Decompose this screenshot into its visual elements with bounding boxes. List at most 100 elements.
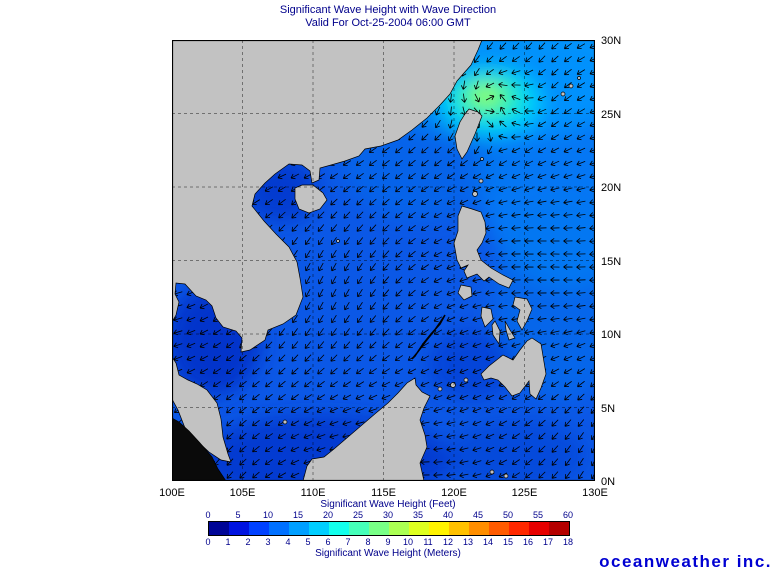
colorbar-tick-meters: 14 bbox=[482, 537, 494, 547]
land-taiwan bbox=[454, 108, 483, 160]
land-panay bbox=[480, 306, 494, 328]
colorbar-tick-meters: 3 bbox=[265, 537, 271, 547]
island-natuna bbox=[282, 419, 288, 425]
land-sumatra bbox=[172, 417, 227, 481]
colorbar-segment bbox=[389, 522, 409, 535]
colorbar-tick-feet: 55 bbox=[532, 510, 544, 520]
colorbar-tick-meters: 15 bbox=[502, 537, 514, 547]
chart-title: Significant Wave Height with Wave Direct… bbox=[279, 4, 497, 16]
colorbar-tick-meters: 9 bbox=[385, 537, 391, 547]
colorbar-caption-feet: Significant Wave Height (Feet) bbox=[320, 499, 456, 510]
land-palawan bbox=[411, 314, 446, 360]
colorbar-tick-feet: 5 bbox=[235, 510, 241, 520]
colorbar-tick-feet: 25 bbox=[352, 510, 364, 520]
island-sulu-1 bbox=[437, 386, 443, 392]
graticule bbox=[172, 40, 595, 481]
colorbar-tick-meters: 0 bbox=[205, 537, 211, 547]
island-paracel bbox=[336, 239, 340, 243]
colorbar-segment bbox=[249, 522, 269, 535]
colorbar-tick-feet: 40 bbox=[442, 510, 454, 520]
colorbar-segment bbox=[229, 522, 249, 535]
lon-label: 125E bbox=[511, 487, 538, 499]
colorbar-tick-meters: 7 bbox=[345, 537, 351, 547]
colorbar-tick-feet: 15 bbox=[292, 510, 304, 520]
colorbar-segment bbox=[329, 522, 349, 535]
lat-label: 5N bbox=[601, 402, 616, 415]
colorbar-tick-meters: 1 bbox=[225, 537, 231, 547]
colorbar-tick-meters: 18 bbox=[562, 537, 574, 547]
lat-label: 25N bbox=[601, 108, 622, 121]
colorbar-segment bbox=[549, 522, 569, 535]
colorbar-segment bbox=[509, 522, 529, 535]
map-border bbox=[172, 40, 595, 481]
colorbar-tick-meters: 12 bbox=[442, 537, 454, 547]
colorbar-segment bbox=[209, 522, 229, 535]
land-luzon bbox=[453, 205, 514, 289]
land-masses bbox=[172, 40, 581, 481]
island-batanes bbox=[480, 157, 484, 161]
colorbar-tick-feet: 35 bbox=[412, 510, 424, 520]
chart-subtitle: Valid For Oct-25-2004 06:00 GMT bbox=[305, 17, 471, 29]
lon-label: 100E bbox=[159, 487, 185, 499]
colorbar-tick-feet: 50 bbox=[502, 510, 514, 520]
lat-label: 20N bbox=[601, 182, 622, 194]
colorbar-tick-meters: 13 bbox=[462, 537, 474, 547]
land-hainan bbox=[294, 184, 328, 214]
colorbar-segment bbox=[349, 522, 369, 535]
colorbar-segment bbox=[289, 522, 309, 535]
colorbar-tick-feet: 20 bbox=[322, 510, 334, 520]
colorbar-caption-meters: Significant Wave Height (Meters) bbox=[315, 548, 461, 559]
island-sulu-3 bbox=[463, 377, 469, 383]
colorbar-segment bbox=[409, 522, 429, 535]
wave-map bbox=[172, 40, 595, 481]
island-sangihe-1 bbox=[489, 469, 495, 475]
land-samar-leyte bbox=[512, 296, 533, 331]
lat-label: 10N bbox=[601, 329, 622, 341]
island-ryukyu-3 bbox=[577, 76, 581, 80]
colorbar-segment bbox=[449, 522, 469, 535]
colorbar-segment bbox=[369, 522, 389, 535]
lat-label: 15N bbox=[601, 255, 622, 268]
colorbar-segment bbox=[489, 522, 509, 535]
lat-label: 30N bbox=[601, 35, 622, 47]
lat-label: 0N bbox=[601, 476, 616, 488]
lon-label: 110E bbox=[300, 487, 326, 499]
island-ryukyu-2 bbox=[568, 83, 574, 89]
colorbar-segment bbox=[429, 522, 449, 535]
colorbar-tick-feet: 60 bbox=[562, 510, 574, 520]
land-cebu-bohol bbox=[504, 320, 516, 341]
oceanweather-logo: oceanweather inc. bbox=[599, 552, 772, 571]
colorbar-tick-meters: 4 bbox=[285, 537, 291, 547]
colorbar-tick-meters: 5 bbox=[305, 537, 311, 547]
colorbar-tick-meters: 16 bbox=[522, 537, 534, 547]
colorbar-tick-meters: 8 bbox=[365, 537, 371, 547]
island-babuyan-2 bbox=[472, 191, 478, 197]
colorbar-tick-meters: 17 bbox=[542, 537, 554, 547]
colorbar-segment bbox=[469, 522, 489, 535]
colorbar bbox=[208, 521, 570, 536]
lon-label: 115E bbox=[371, 487, 396, 499]
island-babuyan-1 bbox=[478, 178, 484, 184]
colorbar-tick-meters: 11 bbox=[423, 537, 433, 547]
colorbar-tick-meters: 10 bbox=[402, 537, 414, 547]
colorbar-segment bbox=[309, 522, 329, 535]
island-ryukyu-1 bbox=[560, 91, 566, 97]
colorbar-tick-feet: 30 bbox=[382, 510, 394, 520]
land-mindanao bbox=[480, 337, 547, 400]
island-sangihe-2 bbox=[503, 473, 509, 479]
colorbar-segment bbox=[269, 522, 289, 535]
colorbar-tick-meters: 2 bbox=[245, 537, 251, 547]
land-mindoro bbox=[457, 284, 473, 301]
land-borneo bbox=[302, 377, 431, 481]
lon-label: 120E bbox=[441, 487, 467, 499]
colorbar-tick-feet: 10 bbox=[262, 510, 274, 520]
lon-label: 105E bbox=[229, 487, 256, 499]
land-negros bbox=[491, 320, 501, 346]
colorbar-tick-meters: 6 bbox=[325, 537, 331, 547]
island-sulu-2 bbox=[450, 382, 456, 388]
colorbar-segment bbox=[529, 522, 549, 535]
colorbar-tick-feet: 45 bbox=[472, 510, 484, 520]
land-asia-mainland bbox=[172, 40, 483, 463]
lon-label: 130E bbox=[582, 487, 608, 499]
